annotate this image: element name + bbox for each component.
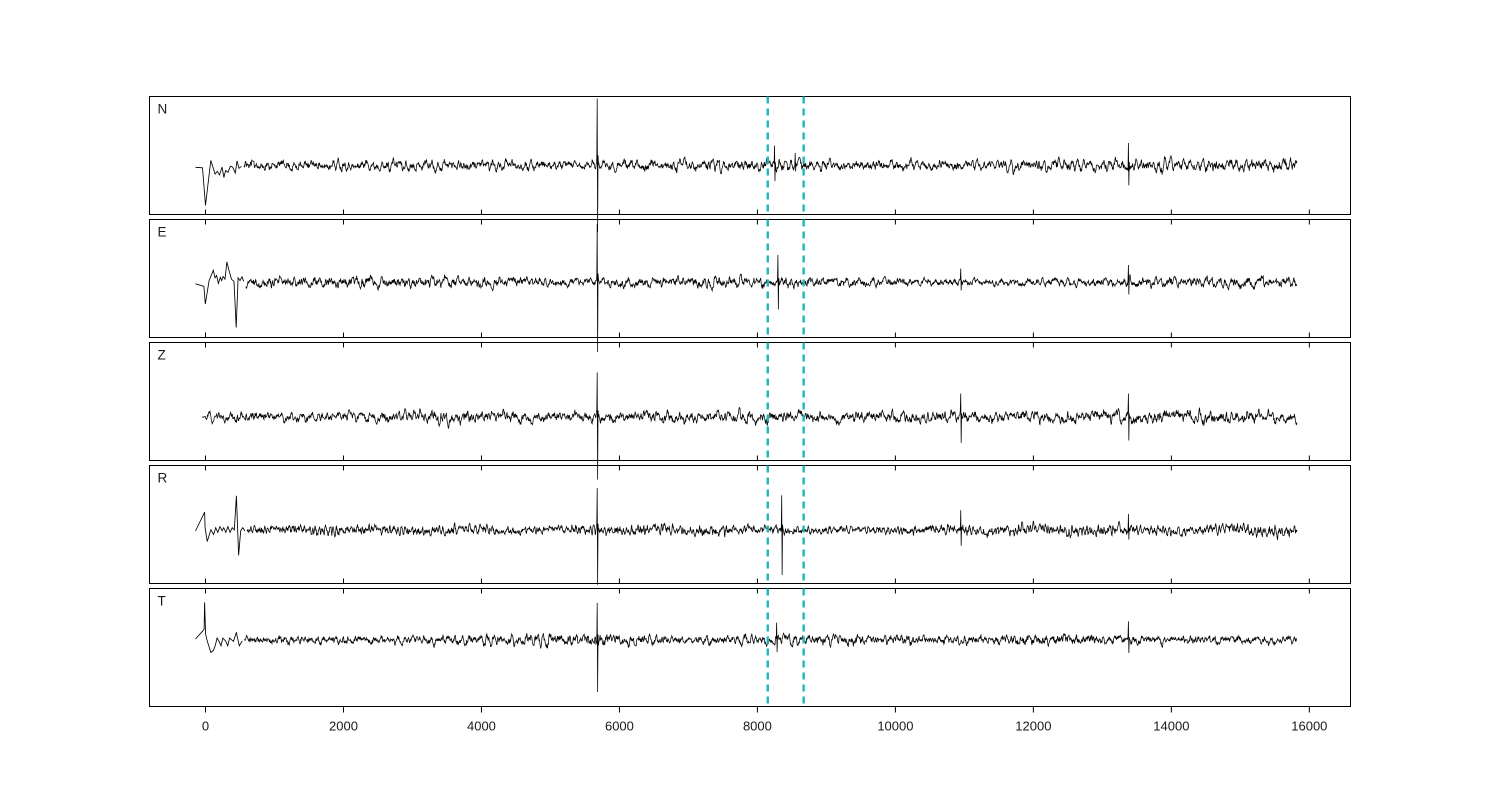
svg-text:T: T [158,594,166,609]
svg-text:8000: 8000 [743,719,772,734]
svg-text:Z: Z [158,348,166,363]
svg-text:R: R [158,471,168,486]
svg-text:2000: 2000 [329,719,358,734]
svg-text:14000: 14000 [1153,719,1189,734]
svg-text:6000: 6000 [605,719,634,734]
svg-text:N: N [158,102,168,117]
svg-text:12000: 12000 [1015,719,1051,734]
svg-text:E: E [158,225,167,240]
svg-text:10000: 10000 [877,719,913,734]
svg-text:16000: 16000 [1291,719,1327,734]
svg-text:0: 0 [202,719,209,734]
svg-text:4000: 4000 [467,719,496,734]
